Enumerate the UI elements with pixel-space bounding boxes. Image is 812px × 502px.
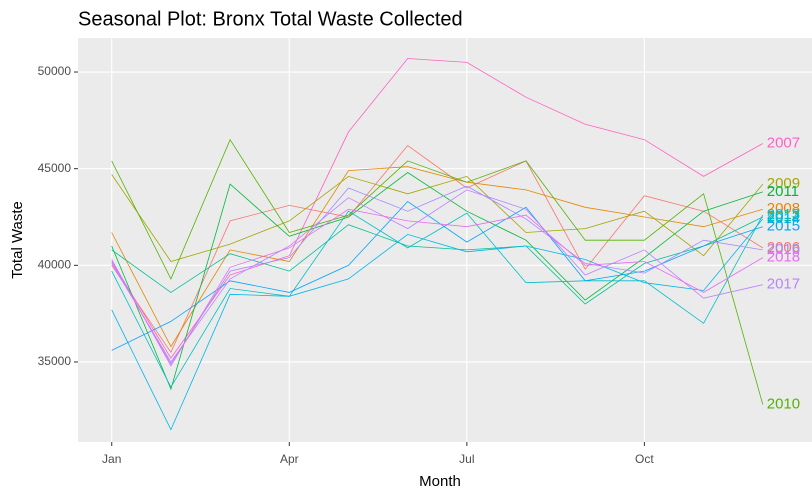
series-line xyxy=(111,174,764,262)
series-label: 2017 xyxy=(767,276,800,293)
series-line xyxy=(111,216,763,305)
series-line xyxy=(111,144,764,354)
series-label: 2010 xyxy=(767,395,800,412)
series-line xyxy=(111,138,764,405)
chart-title: Seasonal Plot: Bronx Total Waste Collect… xyxy=(78,8,463,30)
series-label: 2015 xyxy=(767,218,800,235)
series-label: 2012 xyxy=(767,208,800,225)
series-label: 2008 xyxy=(767,200,800,217)
series-line xyxy=(111,185,763,365)
y-tick-label: 40000 xyxy=(38,257,72,271)
series-line xyxy=(111,58,763,359)
y-tick-label: 35000 xyxy=(38,354,72,368)
series-label: 2009 xyxy=(767,175,800,192)
y-tick-label: 50000 xyxy=(38,64,72,78)
series-label: 2013 xyxy=(767,206,800,223)
series-label: 2018 xyxy=(767,249,800,266)
series-line xyxy=(111,210,764,388)
series-label: 2006 xyxy=(767,239,800,256)
series-label: 2007 xyxy=(767,135,800,152)
series-label: 2014 xyxy=(767,210,800,227)
series-line xyxy=(111,172,763,391)
x-tick-label: Oct xyxy=(635,452,654,466)
series-line xyxy=(111,218,764,431)
series-label: 2011 xyxy=(767,183,799,200)
panel xyxy=(78,38,812,442)
x-axis-title: Month xyxy=(419,473,461,490)
y-axis-title: Total Waste xyxy=(9,201,26,279)
x-tick-label: Jan xyxy=(102,452,121,466)
series-line xyxy=(111,208,764,367)
series-line xyxy=(111,189,763,363)
x-tick-label: Apr xyxy=(280,452,299,466)
y-tick-label: 45000 xyxy=(38,161,72,175)
series-label: 2016 xyxy=(767,241,800,258)
x-tick-label: Jul xyxy=(459,452,474,466)
